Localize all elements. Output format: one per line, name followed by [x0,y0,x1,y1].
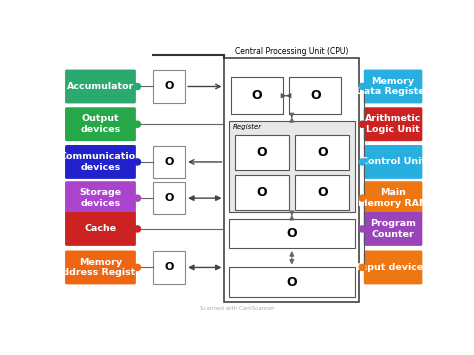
Text: Memory
Address Register: Memory Address Register [55,258,146,277]
Circle shape [134,226,140,232]
Text: Communication
devices: Communication devices [59,152,142,172]
FancyBboxPatch shape [364,251,422,284]
Text: O: O [164,157,173,167]
FancyBboxPatch shape [364,212,422,246]
Text: O: O [286,275,297,289]
Text: Central Processing Unit (CPU): Central Processing Unit (CPU) [235,47,348,56]
FancyBboxPatch shape [364,181,422,215]
Bar [235,135,289,170]
FancyBboxPatch shape [364,107,422,141]
Circle shape [134,83,140,89]
Circle shape [359,121,365,127]
Text: O: O [164,262,173,272]
FancyBboxPatch shape [65,145,136,179]
Bar [225,58,359,302]
Bar [231,77,283,114]
Text: Memory
Data Register: Memory Data Register [356,77,430,96]
Bar [153,251,185,284]
Text: O: O [252,89,262,102]
Text: Arithmetic
Logic Unit: Arithmetic Logic Unit [365,114,421,134]
FancyBboxPatch shape [364,145,422,179]
Bar [295,135,349,170]
Text: Storage
devices: Storage devices [80,188,121,208]
Text: O: O [317,146,328,159]
FancyBboxPatch shape [65,251,136,284]
Text: Program
Counter: Program Counter [370,219,416,239]
Text: O: O [257,146,267,159]
Bar [153,182,185,214]
Circle shape [359,195,365,201]
Bar [229,267,355,297]
Bar [229,121,355,212]
Bar [235,175,289,211]
Text: Output
devices: Output devices [81,114,120,134]
FancyBboxPatch shape [65,70,136,103]
Bar [289,77,341,114]
Circle shape [134,159,140,165]
Text: O: O [164,193,173,203]
Circle shape [359,83,365,89]
Text: Accumulator: Accumulator [67,82,134,91]
FancyBboxPatch shape [364,70,422,103]
Text: O: O [317,186,328,199]
Text: Cache: Cache [84,224,117,234]
Bar [229,219,355,248]
Text: Main
Memory RAM: Main Memory RAM [358,188,428,208]
Circle shape [134,121,140,127]
FancyBboxPatch shape [65,181,136,215]
Bar [153,146,185,178]
Bar [295,175,349,211]
Text: O: O [310,89,320,102]
FancyBboxPatch shape [65,107,136,141]
Circle shape [359,159,365,165]
Circle shape [134,264,140,271]
Text: Scanned with CamScanner: Scanned with CamScanner [201,306,275,311]
Text: Register: Register [233,124,262,130]
FancyBboxPatch shape [65,212,136,246]
Text: O: O [257,186,267,199]
Text: O: O [164,82,173,92]
Text: Input devices: Input devices [357,263,429,272]
Text: Control Unit: Control Unit [361,158,426,166]
Circle shape [359,226,365,232]
Circle shape [134,195,140,201]
Bar [153,70,185,103]
Circle shape [359,264,365,271]
Text: O: O [286,227,297,240]
